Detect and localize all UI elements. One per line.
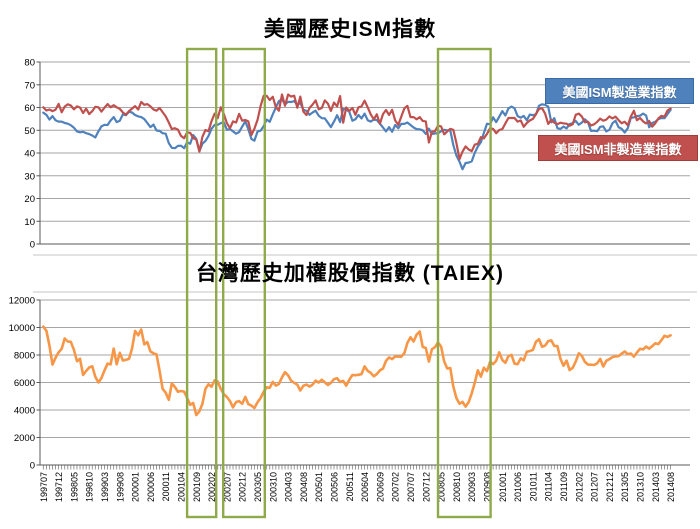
ism-chart-title: 美國歷史ISM指數 bbox=[263, 18, 437, 41]
x-axis-label: 201305 bbox=[620, 472, 630, 502]
legend-ism-nonmanufacturing: 美國ISM非製造業指數 bbox=[538, 135, 698, 161]
x-axis-label: 201408 bbox=[666, 472, 676, 502]
x-axis-label: 200903 bbox=[467, 472, 477, 502]
y-axis-label: 60 bbox=[24, 103, 35, 114]
x-axis-label: 200207 bbox=[222, 472, 232, 502]
y-axis-label: 40 bbox=[24, 149, 35, 160]
x-axis-label: 200212 bbox=[238, 472, 248, 502]
x-axis-label: 200707 bbox=[406, 472, 416, 502]
x-axis-label: 200006 bbox=[146, 472, 156, 502]
y-axis-label: 80 bbox=[24, 58, 35, 69]
x-axis-label: 201011 bbox=[528, 472, 538, 501]
x-axis-label: 201212 bbox=[605, 472, 615, 502]
legend-ism-manufacturing: 美國ISM製造業指數 bbox=[545, 78, 694, 104]
y-axis-label: 30 bbox=[24, 171, 35, 182]
recession-highlight-rect bbox=[221, 47, 266, 519]
y-axis-label: 4000 bbox=[14, 406, 35, 417]
x-axis-label: 200202 bbox=[207, 472, 217, 502]
x-axis-label: 200702 bbox=[391, 472, 401, 502]
y-axis-label: 0 bbox=[30, 240, 35, 251]
x-axis-label: 200908 bbox=[483, 472, 493, 502]
y-axis-label: 2000 bbox=[14, 433, 35, 444]
recession-highlight-rect bbox=[436, 47, 492, 519]
x-axis-label: 200810 bbox=[452, 472, 462, 502]
x-axis-label: 200604 bbox=[360, 472, 370, 502]
x-axis-label: 200511 bbox=[345, 472, 355, 501]
x-axis-label: 201001 bbox=[498, 472, 508, 502]
x-axis-label: 200305 bbox=[253, 472, 263, 502]
x-axis-label: 200109 bbox=[192, 472, 202, 502]
series-line-0美國ISM製造業指數 bbox=[42, 98, 672, 171]
series-line-1美國ISM非製造業指數 bbox=[42, 93, 672, 161]
y-axis-label: 50 bbox=[24, 126, 35, 137]
x-axis-label: 200403 bbox=[284, 472, 294, 502]
x-axis-label: 200104 bbox=[177, 472, 187, 502]
legend-ism-manufacturing-label: 美國ISM製造業指數 bbox=[562, 84, 677, 100]
x-axis-label: 201104 bbox=[544, 472, 554, 501]
x-axis-label: 199903 bbox=[100, 472, 110, 502]
x-axis-label: 200712 bbox=[421, 472, 431, 502]
taiex-chart-title: 台灣歷史加權股價指數 (TAIEX) bbox=[195, 262, 505, 285]
y-axis-label: 6000 bbox=[14, 378, 35, 389]
y-axis-label: 10 bbox=[24, 217, 35, 228]
x-axis-label: 201207 bbox=[590, 472, 600, 502]
y-axis-label: 0 bbox=[30, 461, 35, 472]
y-axis-label: 10000 bbox=[9, 323, 35, 334]
y-axis-label: 70 bbox=[24, 80, 35, 91]
x-axis-label: 200506 bbox=[330, 472, 340, 502]
legend-ism-nonmanufacturing-label: 美國ISM非製造業指數 bbox=[554, 141, 682, 157]
x-axis-label: 199712 bbox=[54, 472, 64, 502]
x-axis-label: 200310 bbox=[268, 472, 278, 502]
x-axis-label: 199707 bbox=[39, 472, 49, 502]
x-axis-label: 200805 bbox=[437, 472, 447, 502]
series-line-0TAIEX bbox=[41, 325, 672, 417]
y-axis-label: 12000 bbox=[9, 296, 35, 307]
x-axis-label: 199805 bbox=[69, 472, 79, 502]
x-axis-label: 199908 bbox=[115, 472, 125, 502]
x-axis-label: 201109 bbox=[559, 472, 569, 501]
recession-highlight-rect bbox=[185, 47, 218, 519]
x-axis-label: 200001 bbox=[131, 472, 141, 502]
y-axis-label: 8000 bbox=[14, 351, 35, 362]
x-axis-label: 201006 bbox=[513, 472, 523, 502]
x-axis-label: 200408 bbox=[299, 472, 309, 502]
x-axis-label: 199810 bbox=[85, 472, 95, 502]
x-axis-label: 201202 bbox=[574, 472, 584, 502]
x-axis-label: 200501 bbox=[314, 472, 324, 502]
x-axis-label: 200609 bbox=[375, 472, 385, 502]
x-axis-label: 200011 bbox=[161, 472, 171, 501]
x-axis-label: 201310 bbox=[636, 472, 646, 502]
x-axis-label: 201403 bbox=[651, 472, 661, 502]
y-axis-label: 20 bbox=[24, 194, 35, 205]
